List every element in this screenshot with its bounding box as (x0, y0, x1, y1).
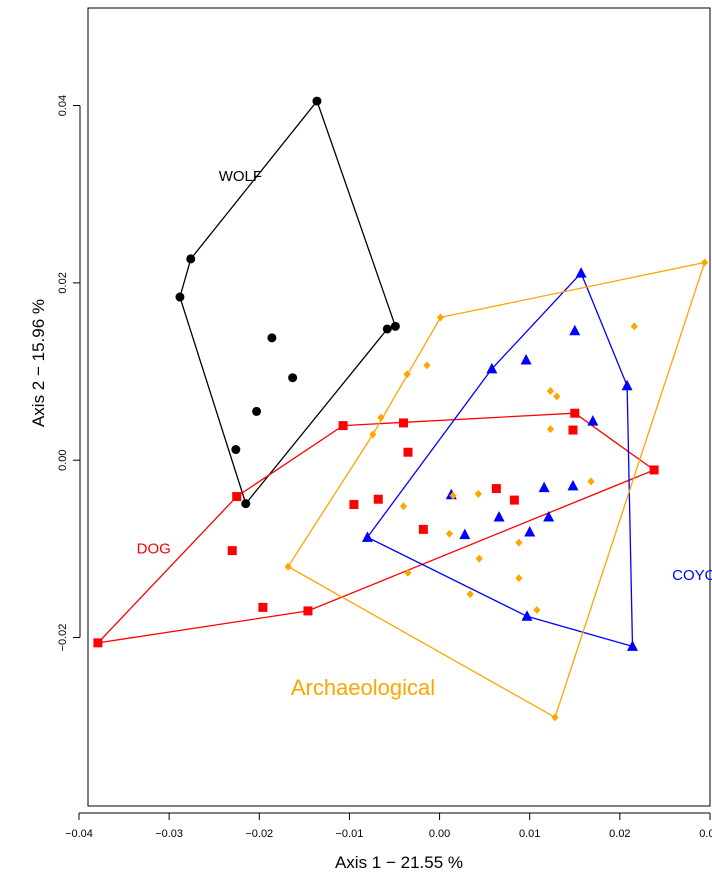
dog-point (403, 447, 413, 457)
archaeological-point (436, 313, 445, 322)
archaeological-point (546, 387, 555, 396)
archaeological-point (377, 413, 385, 422)
dog-point (349, 500, 359, 510)
archaeological-point (403, 370, 411, 379)
x-tick-label: −0.03 (155, 828, 183, 840)
archaeological-point (533, 606, 541, 615)
wolf-point (390, 321, 400, 331)
y-axis-label: Axis 2 − 15.96 % (29, 299, 48, 427)
x-axis: −0.04 −0.03 −0.02 −0.01 0.00 0.01 0.02 0.03 (65, 812, 712, 840)
archaeological-point (474, 489, 482, 498)
dog-point (568, 425, 578, 435)
y-tick-label: −0.02 (57, 624, 69, 652)
x-tick-label: −0.02 (245, 828, 273, 840)
dog-point (227, 546, 237, 556)
coyote-point (486, 362, 498, 374)
coyote-point (621, 379, 633, 391)
archaeological-point (404, 568, 412, 577)
y-axis: −0.02 0.00 0.02 0.04 (57, 95, 81, 652)
x-tick-label: 0.03 (699, 828, 712, 840)
x-tick-label: −0.04 (65, 828, 93, 840)
wolf-point (241, 499, 251, 509)
archaeological-point (546, 425, 555, 434)
dog-point (649, 465, 659, 475)
archaeological-point (449, 491, 457, 500)
dog-point (258, 602, 268, 612)
coyote-point (567, 479, 579, 491)
y-tick-label: 0.00 (57, 449, 69, 470)
wolf-point (382, 324, 392, 334)
point-layer (93, 96, 709, 722)
archaeological-point (399, 502, 408, 511)
dog-point (373, 494, 383, 504)
archaeological-point (475, 554, 483, 563)
x-tick-label: 0.00 (429, 828, 450, 840)
wolf-point (175, 292, 185, 302)
archaeological-point (700, 258, 709, 267)
archaeological-point (587, 477, 595, 486)
archaeological-point (369, 430, 377, 439)
dog-point (303, 606, 313, 616)
wolf-point (252, 406, 262, 416)
archaeological-point (515, 538, 523, 547)
coyote-point (521, 610, 533, 621)
dog-point (338, 421, 348, 431)
coyote-point (493, 510, 505, 522)
x-axis-label: Axis 1 − 21.55 % (335, 853, 463, 872)
archaeological-hull (287, 261, 706, 719)
dog-point (570, 408, 580, 418)
coyote-point (575, 267, 587, 278)
archaeological-point (284, 562, 292, 571)
wolf-point (267, 333, 277, 343)
archaeological-point (551, 713, 559, 722)
archaeological-point (423, 361, 431, 370)
y-tick-label: 0.02 (57, 272, 69, 293)
y-tick-label: 0.04 (57, 95, 69, 116)
wolf-point (312, 96, 322, 106)
archaeological-point (445, 529, 454, 538)
wolf-point (231, 445, 241, 455)
coyote-point (361, 531, 373, 542)
wolf-point (288, 373, 298, 383)
archaeological-point (466, 590, 474, 599)
archaeological-point (553, 392, 561, 401)
dog-point (232, 492, 242, 502)
coyote-group-label: COYOTE (672, 567, 712, 584)
plot-frame (87, 7, 711, 807)
coyote-point (626, 640, 638, 651)
dog-point (509, 495, 519, 505)
x-tick-label: 0.02 (609, 828, 630, 840)
wolf-group-label: WOLF (219, 168, 262, 185)
wolf-point (186, 254, 196, 264)
dog-point (491, 484, 501, 494)
x-tick-label: −0.01 (335, 828, 363, 840)
archaeological-group-label: Archaeological (291, 675, 435, 700)
dog-point (418, 524, 428, 534)
archaeological-point (515, 574, 523, 583)
archaeological-point (630, 322, 638, 331)
coyote-point (587, 415, 599, 426)
dog-point (399, 418, 409, 428)
dog-group-label: DOG (137, 540, 171, 557)
dog-point (93, 638, 103, 648)
coyote-point (459, 528, 471, 540)
coyote-point (538, 481, 550, 493)
x-tick-label: 0.01 (519, 828, 540, 840)
coyote-point (524, 526, 536, 537)
coyote-point (520, 354, 532, 365)
coyote-point (569, 324, 581, 336)
coyote-point (543, 510, 555, 522)
group-label-layer: WOLF DOG COYOTE Archaeological (137, 168, 712, 700)
